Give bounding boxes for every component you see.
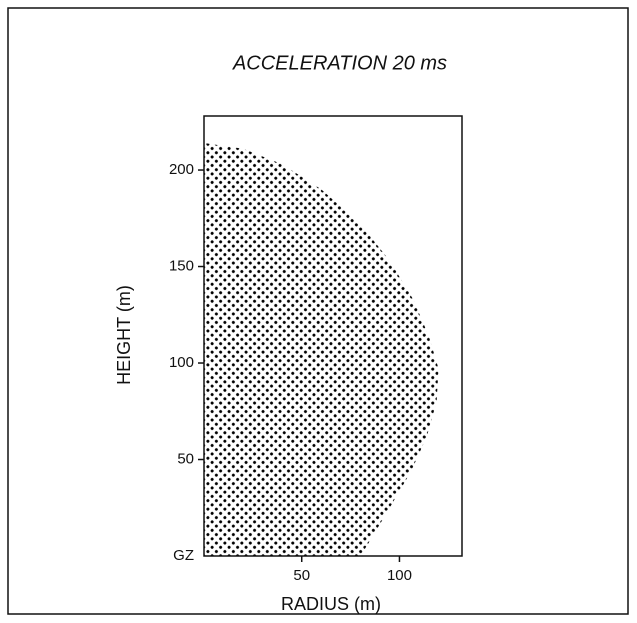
x-axis-label: RADIUS (m) <box>281 594 381 614</box>
x-tick-label: 100 <box>387 567 412 584</box>
frame <box>7 7 629 615</box>
y-tick-label: 100 <box>169 354 194 371</box>
y-tick-label: 200 <box>169 161 194 178</box>
chart-title: ACCELERATION 20 ms <box>232 52 447 74</box>
plot-frame <box>203 115 463 557</box>
y-tick-label: 150 <box>169 257 194 274</box>
y-axis-label: HEIGHT (m) <box>114 285 134 385</box>
x-tick-label: 50 <box>293 567 310 584</box>
y-tick-label: 50 <box>177 450 194 467</box>
dot-field <box>204 143 439 556</box>
x-tick-label: GZ <box>173 547 194 564</box>
